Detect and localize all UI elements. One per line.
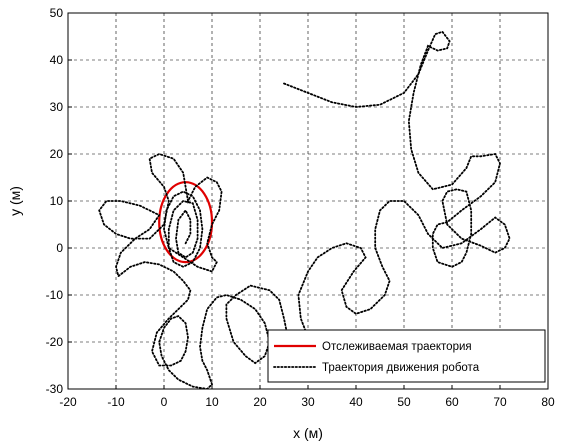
x-tick-label: 50 bbox=[397, 395, 411, 409]
x-tick-label: 60 bbox=[445, 395, 459, 409]
legend-box bbox=[267, 329, 546, 383]
x-tick-label: -10 bbox=[107, 395, 125, 409]
y-tick-label: 50 bbox=[50, 6, 64, 20]
x-tick-label: 10 bbox=[205, 395, 219, 409]
x-axis-label: x (м) bbox=[293, 425, 323, 441]
grid-lines bbox=[68, 13, 548, 389]
axis-ticks: -20 -10 0 10 20 30 40 50 60 70 80-30-20-1001020304… bbox=[46, 6, 555, 409]
series-layer bbox=[98, 30, 511, 389]
x-tick-label: 20 bbox=[253, 395, 267, 409]
y-tick-label: 10 bbox=[50, 194, 64, 208]
legend: Отслеживаемая траектория Траектория движ… bbox=[267, 329, 546, 383]
y-tick-label: 30 bbox=[50, 100, 64, 114]
x-tick-label: -20 bbox=[59, 395, 77, 409]
y-tick-label: -10 bbox=[46, 288, 64, 302]
series-robot-trajectory bbox=[98, 30, 511, 389]
x-tick-label: 0 bbox=[161, 395, 168, 409]
x-tick-label: 40 bbox=[349, 395, 363, 409]
y-tick-label: 0 bbox=[56, 241, 63, 255]
legend-label-robot: Траектория движения робота bbox=[322, 362, 480, 374]
y-tick-label: 40 bbox=[50, 53, 64, 67]
y-tick-label: 20 bbox=[50, 147, 64, 161]
x-tick-label: 80 bbox=[541, 395, 555, 409]
legend-label-tracked: Отслеживаемая траектория bbox=[322, 341, 472, 353]
y-axis-label: y (м) bbox=[7, 186, 23, 216]
x-tick-label: 70 bbox=[493, 395, 507, 409]
y-tick-label: -30 bbox=[46, 382, 64, 396]
y-tick-label: -20 bbox=[46, 335, 64, 349]
x-tick-label: 30 bbox=[301, 395, 315, 409]
